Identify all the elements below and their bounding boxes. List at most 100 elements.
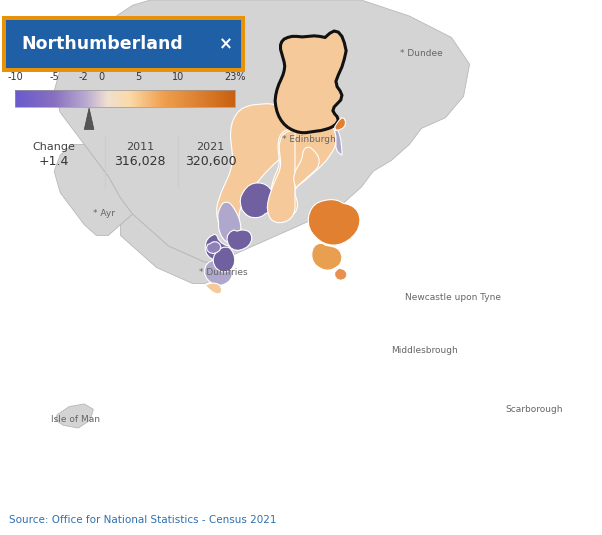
- Bar: [83, 90, 84, 107]
- Bar: [81, 90, 82, 107]
- Bar: [147, 90, 148, 107]
- Bar: [232, 90, 234, 107]
- Bar: [40, 90, 41, 107]
- Bar: [63, 90, 64, 107]
- Bar: [144, 90, 146, 107]
- Bar: [90, 90, 92, 107]
- Bar: [208, 90, 209, 107]
- Bar: [57, 90, 58, 107]
- Bar: [94, 90, 95, 107]
- Bar: [227, 90, 228, 107]
- Polygon shape: [271, 127, 336, 217]
- Bar: [203, 90, 204, 107]
- Bar: [225, 90, 226, 107]
- Bar: [33, 90, 34, 107]
- Bar: [163, 90, 164, 107]
- Polygon shape: [335, 130, 342, 155]
- Bar: [70, 90, 72, 107]
- Bar: [164, 90, 165, 107]
- Bar: [197, 90, 198, 107]
- Bar: [207, 90, 208, 107]
- Bar: [87, 90, 88, 107]
- Polygon shape: [335, 118, 346, 130]
- Bar: [157, 90, 158, 107]
- Bar: [89, 90, 90, 107]
- Text: 2021: 2021: [197, 142, 225, 152]
- Bar: [231, 90, 232, 107]
- Bar: [155, 90, 156, 107]
- Bar: [119, 90, 120, 107]
- Bar: [18, 90, 19, 107]
- Bar: [221, 90, 222, 107]
- Bar: [65, 90, 66, 107]
- Bar: [21, 90, 22, 107]
- Text: Isle of Man: Isle of Man: [51, 416, 100, 424]
- Bar: [201, 90, 202, 107]
- Text: * Dundee: * Dundee: [400, 49, 443, 58]
- Bar: [73, 90, 75, 107]
- Bar: [210, 90, 211, 107]
- Bar: [216, 90, 217, 107]
- Bar: [205, 90, 206, 107]
- Bar: [60, 90, 61, 107]
- Bar: [68, 90, 69, 107]
- Bar: [111, 90, 112, 107]
- Text: 0: 0: [98, 72, 104, 82]
- Bar: [42, 90, 43, 107]
- Bar: [173, 90, 174, 107]
- Bar: [114, 90, 116, 107]
- Bar: [121, 90, 122, 107]
- Bar: [22, 90, 23, 107]
- Text: Scarborough: Scarborough: [506, 405, 563, 414]
- Polygon shape: [54, 144, 132, 235]
- Bar: [109, 90, 110, 107]
- Bar: [178, 90, 179, 107]
- Text: -5: -5: [49, 72, 59, 82]
- Bar: [77, 90, 78, 107]
- Polygon shape: [217, 104, 313, 240]
- Bar: [141, 90, 143, 107]
- Bar: [148, 90, 149, 107]
- Text: Newcastle upon Tyne: Newcastle upon Tyne: [405, 293, 500, 302]
- Bar: [171, 90, 172, 107]
- Bar: [99, 90, 100, 107]
- Bar: [138, 90, 139, 107]
- Bar: [53, 90, 54, 107]
- Bar: [182, 90, 183, 107]
- FancyBboxPatch shape: [2, 16, 245, 72]
- Bar: [43, 90, 45, 107]
- Polygon shape: [205, 261, 232, 285]
- Bar: [58, 90, 59, 107]
- Bar: [75, 90, 76, 107]
- Bar: [96, 90, 97, 107]
- Bar: [135, 90, 136, 107]
- Bar: [116, 90, 117, 107]
- Bar: [39, 90, 40, 107]
- Bar: [17, 90, 18, 107]
- Bar: [122, 90, 123, 107]
- Polygon shape: [213, 247, 235, 272]
- Bar: [167, 90, 168, 107]
- Text: * Edinburgh: * Edinburgh: [282, 135, 335, 143]
- Text: Middlesbrough: Middlesbrough: [391, 346, 458, 355]
- Bar: [36, 90, 37, 107]
- Text: 320,600: 320,600: [185, 155, 237, 168]
- Bar: [212, 90, 213, 107]
- Bar: [127, 90, 128, 107]
- Bar: [184, 90, 185, 107]
- Bar: [19, 90, 20, 107]
- Bar: [166, 90, 167, 107]
- Text: 23%: 23%: [224, 72, 246, 82]
- Bar: [140, 90, 141, 107]
- Bar: [123, 90, 124, 107]
- Bar: [76, 90, 77, 107]
- Bar: [84, 90, 85, 107]
- Bar: [46, 90, 48, 107]
- Bar: [35, 90, 36, 107]
- Text: Change: Change: [33, 142, 76, 152]
- Bar: [59, 90, 60, 107]
- Bar: [177, 90, 178, 107]
- Text: Northumberland: Northumberland: [21, 35, 183, 53]
- Bar: [117, 90, 119, 107]
- Bar: [20, 90, 21, 107]
